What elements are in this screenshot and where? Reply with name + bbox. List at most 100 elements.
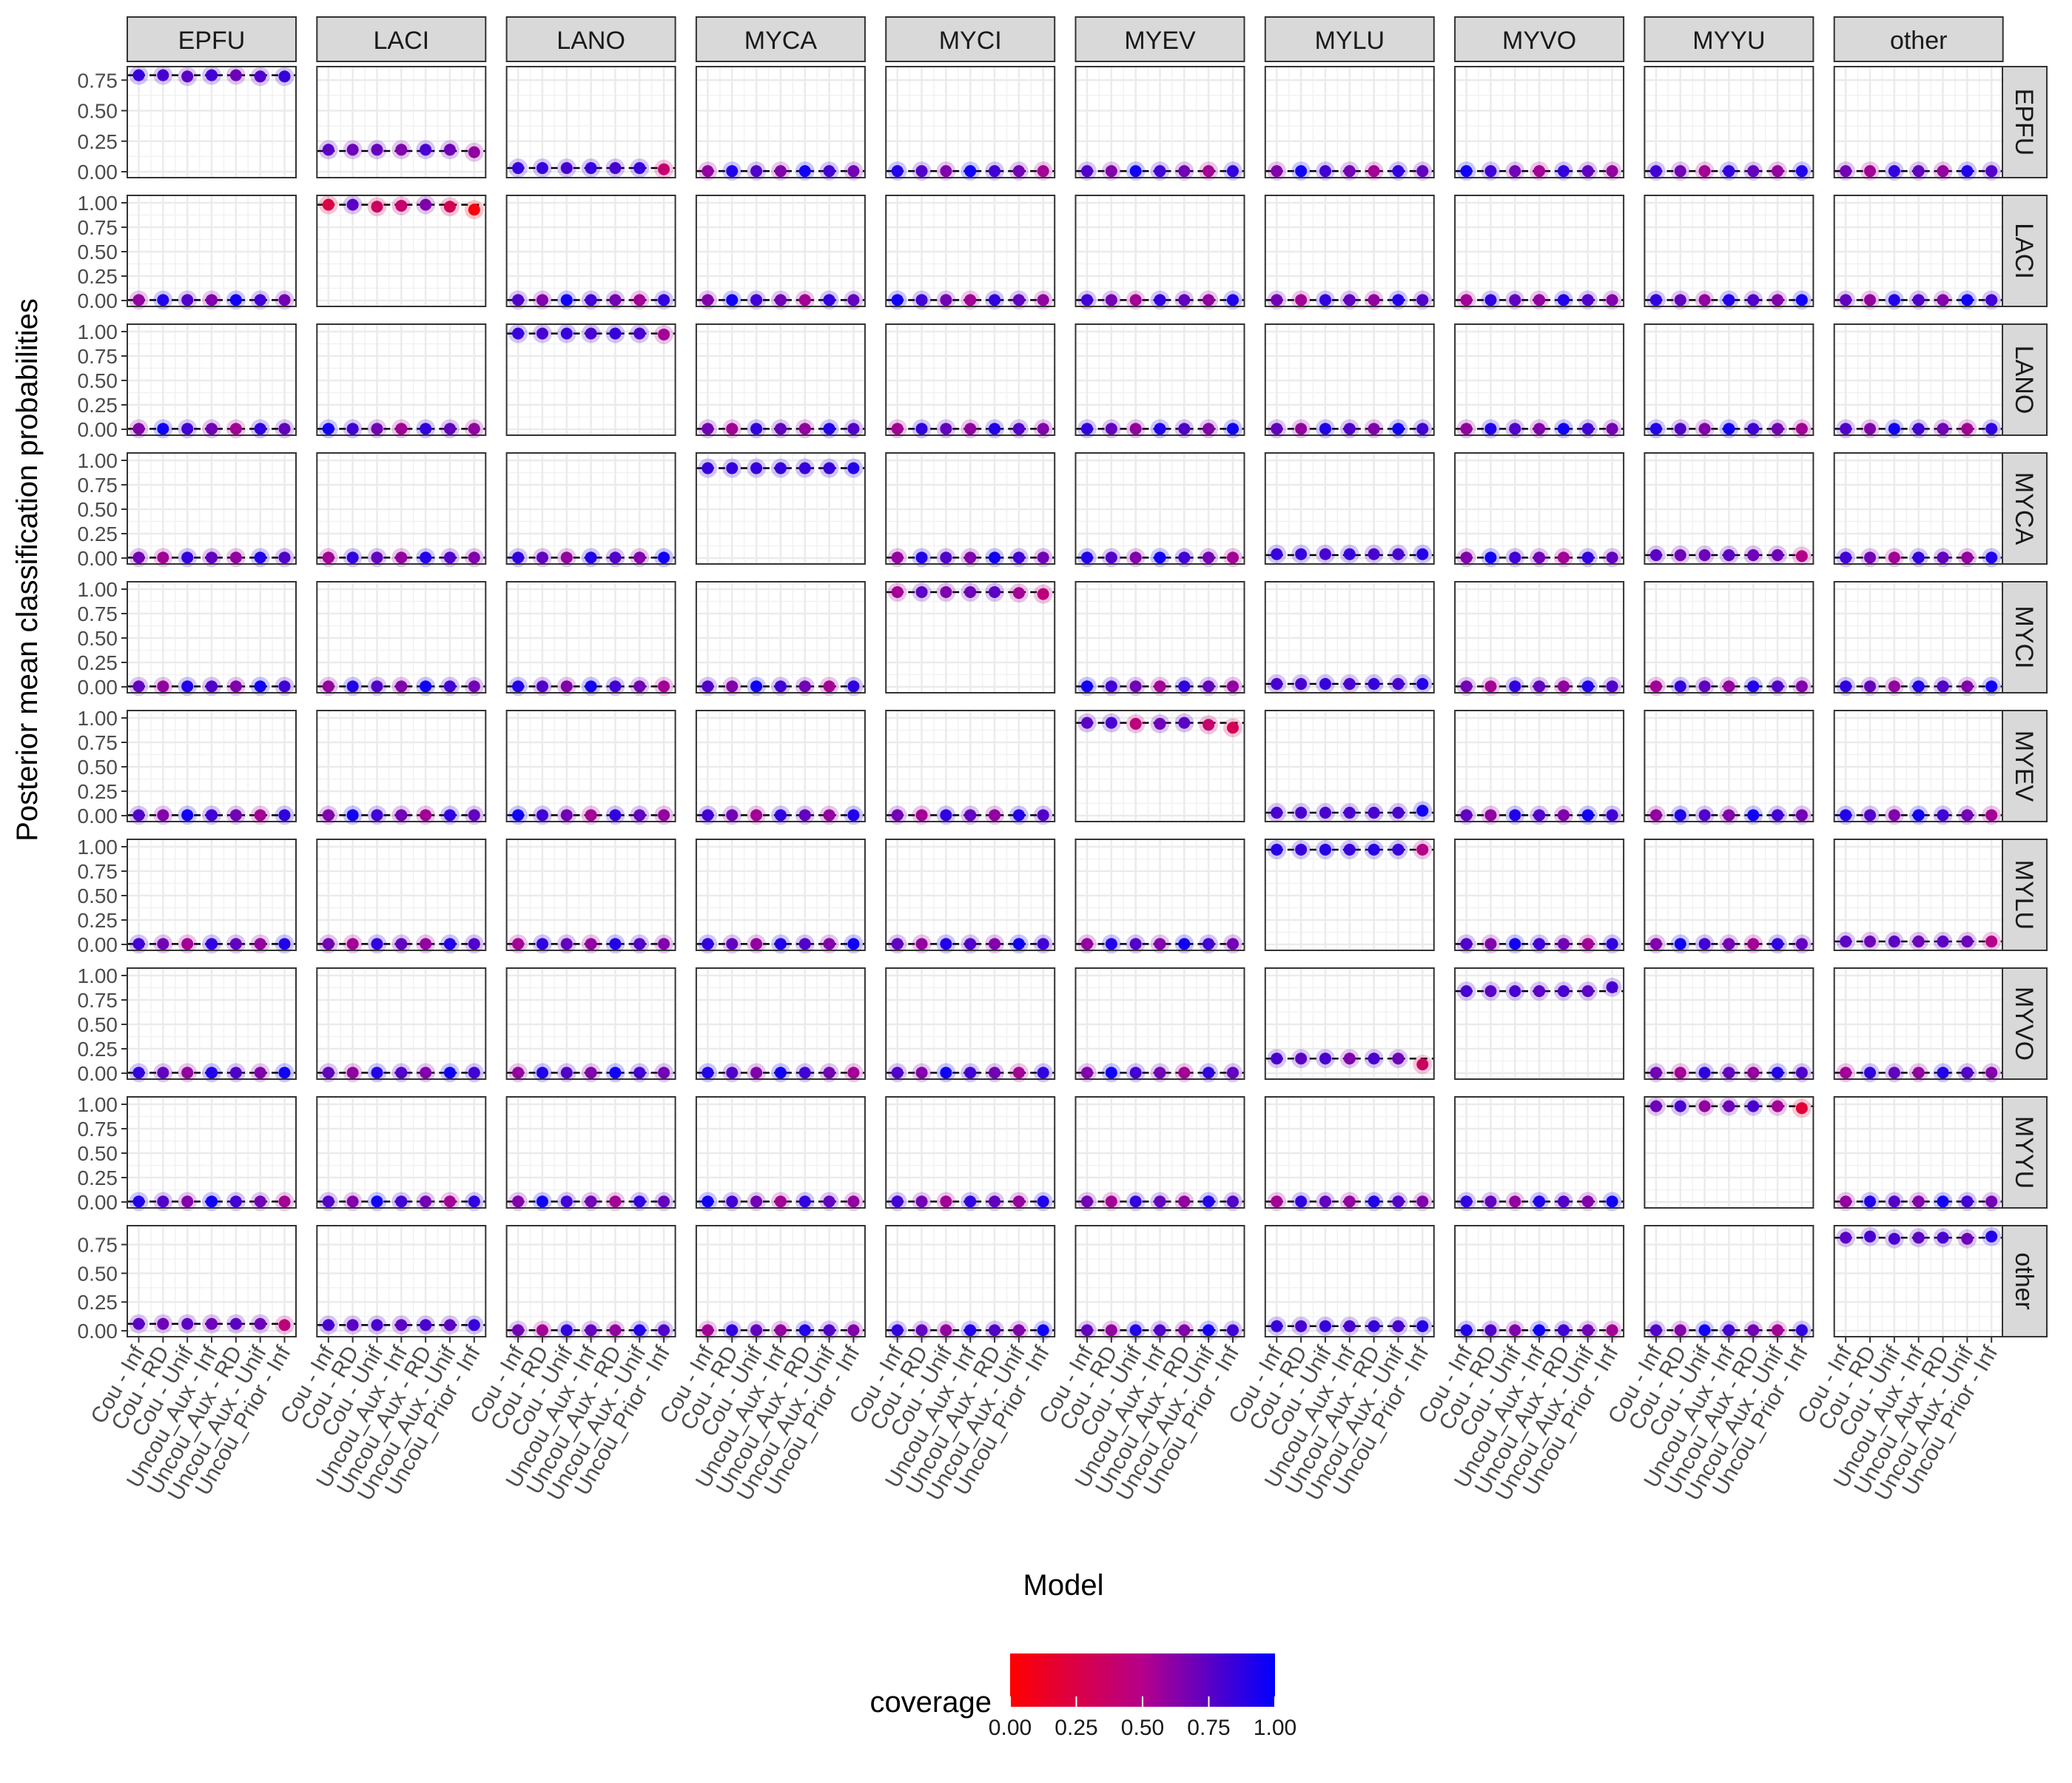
data-point bbox=[1937, 809, 1949, 822]
data-point bbox=[560, 162, 573, 175]
data-point bbox=[915, 551, 928, 564]
data-point bbox=[229, 1317, 242, 1330]
facet-strips: EPFU LACI LANO MYCA MYCI MYEV MYLU MYVO MYYU othe… bbox=[127, 16, 2048, 1337]
panel-border bbox=[316, 710, 487, 822]
data-point bbox=[989, 1067, 1001, 1079]
data-point bbox=[1649, 680, 1662, 693]
panel-myci-myci bbox=[885, 581, 1056, 694]
data-point bbox=[798, 938, 811, 950]
data-point bbox=[132, 551, 145, 564]
data-point bbox=[1674, 549, 1686, 562]
data-point bbox=[1509, 551, 1521, 564]
data-point bbox=[1840, 1232, 1852, 1244]
data-point bbox=[658, 1324, 670, 1337]
panel-border bbox=[1644, 195, 1814, 307]
data-point bbox=[798, 165, 811, 178]
data-point bbox=[1772, 1067, 1784, 1079]
panel-border bbox=[505, 66, 676, 178]
data-point bbox=[395, 1067, 408, 1079]
y-tick-label: 1.00 bbox=[78, 836, 118, 859]
panel-myev-myci bbox=[885, 710, 1056, 825]
data-point bbox=[1985, 1195, 1998, 1208]
data-point bbox=[346, 1195, 359, 1208]
data-point bbox=[823, 1195, 835, 1208]
panel-myvo-epfu bbox=[127, 967, 297, 1083]
data-point bbox=[1649, 1324, 1662, 1337]
data-point bbox=[1674, 1067, 1686, 1079]
data-point bbox=[891, 423, 904, 435]
y-tick-label: 0.00 bbox=[78, 933, 118, 956]
data-point bbox=[420, 198, 432, 211]
panel-mylu-laci bbox=[316, 839, 487, 954]
data-point bbox=[1081, 680, 1093, 693]
data-point bbox=[1795, 680, 1808, 693]
panel-mylu-myvo bbox=[1454, 839, 1625, 954]
y-tick-label: 0.50 bbox=[78, 756, 118, 779]
strip-col-laci bbox=[316, 16, 487, 62]
strip-col-label: LANO bbox=[556, 27, 625, 55]
data-point bbox=[1912, 551, 1925, 564]
data-point bbox=[1581, 423, 1594, 435]
panel-epfu-other bbox=[1833, 66, 2004, 181]
data-point bbox=[1864, 1195, 1877, 1208]
data-point bbox=[847, 423, 860, 435]
data-point bbox=[1081, 1067, 1093, 1079]
data-point bbox=[658, 551, 670, 564]
y-tick-label: 1.00 bbox=[78, 192, 118, 215]
data-point bbox=[1460, 423, 1473, 435]
data-point bbox=[1368, 294, 1380, 306]
data-point bbox=[609, 551, 622, 564]
data-point bbox=[206, 1067, 218, 1079]
data-point bbox=[1912, 294, 1925, 306]
data-point bbox=[1037, 938, 1049, 950]
data-point bbox=[371, 1067, 383, 1079]
data-point bbox=[940, 1067, 952, 1079]
data-point bbox=[420, 551, 432, 564]
data-point bbox=[609, 294, 622, 306]
data-point bbox=[1937, 680, 1949, 693]
data-point bbox=[1271, 1052, 1283, 1065]
data-point bbox=[750, 294, 763, 306]
data-point bbox=[1012, 938, 1025, 950]
data-point bbox=[468, 204, 480, 216]
data-point bbox=[1460, 809, 1473, 822]
data-point bbox=[1533, 423, 1546, 435]
data-point bbox=[1864, 294, 1877, 306]
data-point bbox=[1416, 805, 1429, 817]
panel-myci-myca bbox=[695, 581, 866, 696]
panel-myev-myev bbox=[1074, 710, 1245, 822]
data-point bbox=[536, 809, 548, 822]
data-point bbox=[1772, 1100, 1784, 1112]
panel-myca-epfu bbox=[127, 452, 297, 568]
data-point bbox=[346, 198, 359, 211]
data-point bbox=[1864, 809, 1877, 822]
panel-epfu-myyu bbox=[1644, 66, 1814, 181]
data-point bbox=[585, 327, 597, 340]
data-point bbox=[322, 551, 334, 564]
legend-title: coverage bbox=[870, 1686, 992, 1719]
data-point bbox=[560, 680, 573, 693]
data-point bbox=[443, 1319, 456, 1332]
data-point bbox=[420, 680, 432, 693]
panel-other-myyu bbox=[1644, 1225, 1814, 1340]
data-point bbox=[371, 1195, 383, 1208]
data-point bbox=[1484, 1195, 1497, 1208]
panel-lano-myvo bbox=[1454, 323, 1625, 439]
panel-myvo-other bbox=[1833, 967, 2004, 1083]
data-point bbox=[1674, 680, 1686, 693]
data-point bbox=[1178, 551, 1191, 564]
data-point bbox=[798, 809, 811, 822]
data-point bbox=[915, 423, 928, 435]
data-point bbox=[181, 423, 194, 435]
data-point bbox=[940, 551, 952, 564]
y-tick-label: 0.50 bbox=[78, 1142, 118, 1165]
data-point bbox=[891, 1324, 904, 1337]
data-point bbox=[750, 423, 763, 435]
data-point bbox=[1129, 551, 1142, 564]
panel-myyu-myev bbox=[1074, 1096, 1245, 1212]
data-point bbox=[132, 294, 145, 306]
panel-border bbox=[505, 323, 676, 436]
data-point bbox=[1557, 294, 1570, 306]
data-point bbox=[702, 165, 714, 178]
colorbar-tick-label: 0.75 bbox=[1187, 1716, 1230, 1740]
